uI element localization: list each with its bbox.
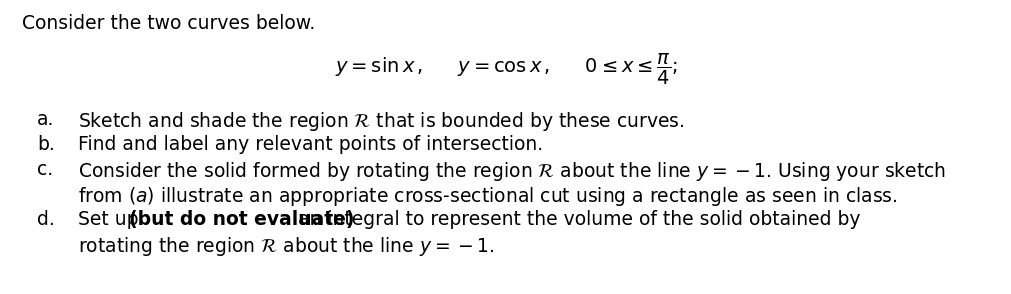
Text: $y = \sin x\,,$     $y = \cos x\,,$     $0 \leq x \leq \dfrac{\pi}{4};$: $y = \sin x\,,$ $y = \cos x\,,$ $0 \leq … <box>335 52 676 87</box>
Text: c.: c. <box>37 160 53 179</box>
Text: d.: d. <box>37 210 55 229</box>
Text: rotating the region $\mathcal{R}$ about the line $y = -1$.: rotating the region $\mathcal{R}$ about … <box>78 235 493 258</box>
Text: Find and label any relevant points of intersection.: Find and label any relevant points of in… <box>78 135 543 154</box>
Text: Consider the solid formed by rotating the region $\mathcal{R}$ about the line $y: Consider the solid formed by rotating th… <box>78 160 945 183</box>
Text: b.: b. <box>37 135 55 154</box>
Text: Sketch and shade the region $\mathcal{R}$ that is bounded by these curves.: Sketch and shade the region $\mathcal{R}… <box>78 110 683 133</box>
Text: an integral to represent the volume of the solid obtained by: an integral to represent the volume of t… <box>291 210 859 229</box>
Text: a.: a. <box>37 110 55 129</box>
Text: (but do not evaluate): (but do not evaluate) <box>129 210 355 229</box>
Text: Set up: Set up <box>78 210 145 229</box>
Text: from $(a)$ illustrate an appropriate cross-sectional cut using a rectangle as se: from $(a)$ illustrate an appropriate cro… <box>78 185 897 208</box>
Text: Consider the two curves below.: Consider the two curves below. <box>22 14 315 33</box>
